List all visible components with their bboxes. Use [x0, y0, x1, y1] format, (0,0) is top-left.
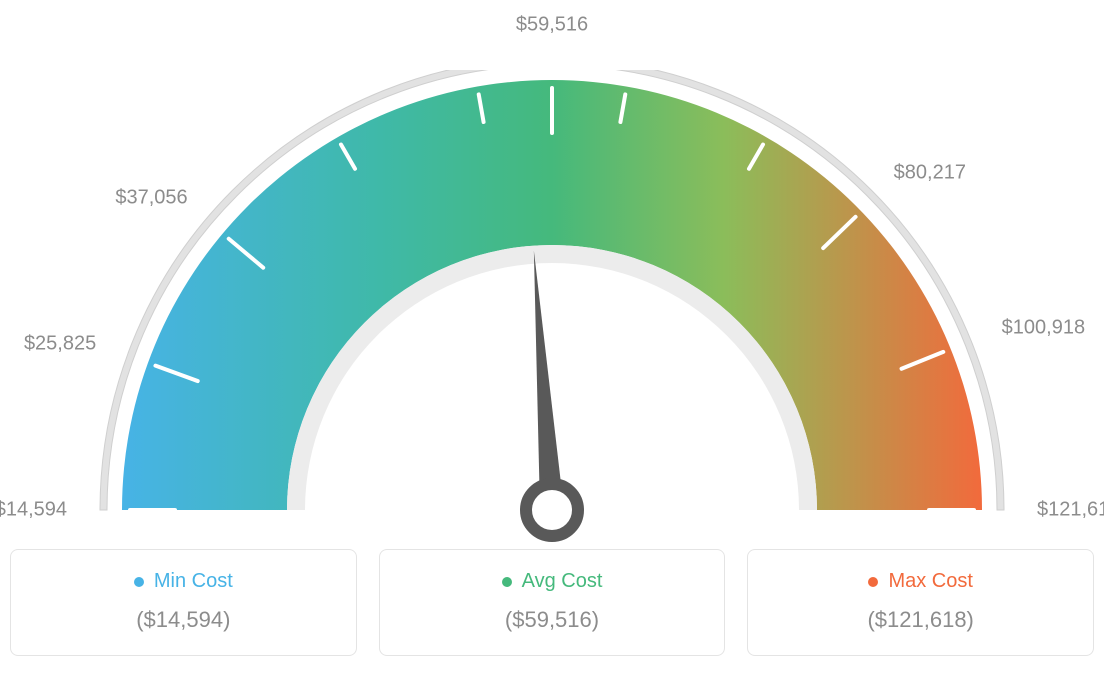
- gauge-tick-label: $37,056: [115, 187, 187, 210]
- legend-value: ($14,594): [136, 607, 230, 633]
- gauge-tick-label: $80,217: [894, 162, 966, 185]
- legend-label: Avg Cost: [522, 570, 603, 593]
- legend-title-avg: Avg Cost: [502, 570, 603, 593]
- dot-icon: [134, 577, 144, 587]
- legend-label: Max Cost: [888, 570, 972, 593]
- legend-value: ($121,618): [867, 607, 973, 633]
- dot-icon: [868, 577, 878, 587]
- legend-title-max: Max Cost: [868, 570, 972, 593]
- legend-card-avg: Avg Cost ($59,516): [379, 549, 726, 656]
- legend-row: Min Cost ($14,594) Avg Cost ($59,516) Ma…: [10, 549, 1094, 656]
- legend-title-min: Min Cost: [134, 570, 233, 593]
- gauge-tick-label: $59,516: [516, 14, 588, 37]
- legend-card-max: Max Cost ($121,618): [747, 549, 1094, 656]
- dot-icon: [502, 577, 512, 587]
- legend-value: ($59,516): [505, 607, 599, 633]
- gauge-tick-label: $100,918: [1002, 317, 1085, 340]
- cost-gauge: $14,594 $25,825 $37,056 $59,516 $80,217 $100,…: [0, 0, 1104, 560]
- gauge-tick-label: $14,594: [0, 499, 67, 522]
- legend-card-min: Min Cost ($14,594): [10, 549, 357, 656]
- gauge-tick-label: $25,825: [24, 333, 96, 356]
- gauge-svg: [82, 70, 1022, 580]
- legend-label: Min Cost: [154, 570, 233, 593]
- gauge-tick-label: $121,618: [1037, 499, 1104, 522]
